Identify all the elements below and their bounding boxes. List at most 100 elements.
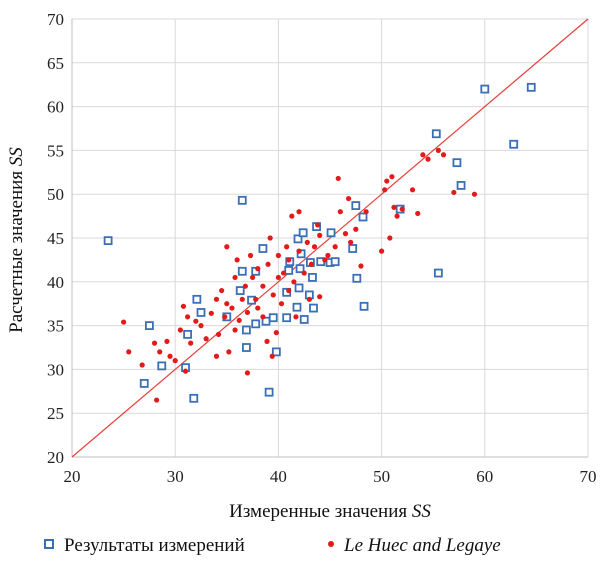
data-point-measured [299, 315, 309, 324]
data-point-measured [242, 325, 251, 335]
data-point-le-huec [139, 362, 145, 368]
data-point-le-huec [425, 156, 431, 162]
data-point-measured [298, 228, 308, 238]
data-point-le-huec [229, 305, 235, 311]
data-point-measured [526, 82, 536, 92]
data-point-le-huec [296, 209, 302, 215]
data-point-le-huec [239, 296, 245, 302]
reference-line-group [71, 18, 589, 458]
data-point-le-huec [244, 309, 251, 316]
data-point-le-huec [242, 283, 248, 289]
data-point-le-huec [337, 209, 343, 215]
data-point-le-huec [234, 257, 240, 263]
data-point-le-huec [325, 252, 331, 259]
data-point-le-huec [345, 195, 352, 202]
data-point-le-huec [389, 174, 395, 180]
data-point-le-huec [296, 248, 302, 254]
data-point-measured [294, 283, 304, 293]
data-point-le-huec [208, 310, 214, 316]
data-point-le-huec [399, 206, 405, 212]
data-point-measured [144, 321, 154, 331]
data-point-le-huec [451, 189, 457, 196]
reference-line [71, 18, 589, 458]
y-tick-label: 30 [47, 360, 64, 379]
data-point-measured [293, 234, 303, 244]
data-point-le-huec [184, 314, 191, 320]
legend-marker-le-huec [328, 541, 334, 547]
x-tick-label: 70 [580, 467, 597, 486]
data-point-le-huec [260, 283, 266, 289]
data-point-le-huec [291, 279, 297, 285]
data-point-measured [196, 308, 206, 317]
data-point-le-huec [154, 397, 160, 403]
data-point-measured [268, 313, 278, 323]
data-point-le-huec [164, 338, 170, 344]
y-tick-label: 60 [47, 98, 64, 117]
data-point-measured [456, 181, 466, 190]
data-point-le-huec [265, 261, 271, 267]
data-point-le-huec [286, 257, 292, 263]
data-point-le-huec [280, 270, 287, 276]
data-point-measured [189, 393, 199, 403]
data-point-le-huec [270, 292, 276, 298]
data-point-le-huec [269, 353, 275, 359]
legend: Результаты измерений Le Huec and Legaye [44, 535, 501, 556]
data-point-le-huec [198, 323, 204, 329]
data-point-le-huec [471, 191, 478, 197]
data-point-measured [509, 139, 519, 149]
data-point-measured [348, 244, 358, 253]
data-point-le-huec [255, 305, 261, 311]
data-point-le-huec [391, 204, 397, 210]
data-point-le-huec [317, 294, 323, 300]
data-point-le-huec [435, 147, 441, 153]
data-point-le-huec [188, 340, 194, 346]
y-axis-label: Расчетные значения SS [6, 147, 27, 333]
data-point-le-huec [409, 187, 416, 193]
data-point-le-huec [332, 244, 338, 250]
data-point-le-huec [232, 327, 238, 333]
data-point-le-huec [236, 317, 242, 323]
data-point-le-huec [222, 314, 228, 320]
data-point-measured [351, 201, 361, 210]
x-tick-label: 50 [373, 467, 390, 486]
data-point-measured [237, 266, 247, 276]
data-point-le-huec [264, 338, 270, 344]
data-point-measured [237, 195, 247, 205]
data-point-measured [242, 343, 251, 352]
data-point-measured [433, 268, 443, 278]
data-point-le-huec [213, 353, 220, 359]
legend-marker-measured [44, 539, 54, 549]
data-point-le-huec [335, 175, 341, 182]
data-point-le-huec [121, 319, 127, 325]
data-point-measured [452, 158, 462, 168]
data-point-le-huec [232, 274, 238, 281]
y-tick-label: 45 [47, 229, 64, 248]
data-point-measured [264, 387, 274, 397]
x-tick-label: 30 [167, 467, 184, 486]
y-tick-label: 25 [47, 404, 64, 423]
data-point-le-huec [384, 178, 390, 184]
x-axis-label: Измеренные значения SS [229, 501, 431, 522]
x-tick-label: 60 [476, 467, 493, 486]
data-point-measured [330, 257, 340, 267]
data-point-le-huec [387, 235, 393, 241]
data-point-le-huec [226, 349, 232, 355]
data-point-le-huec [244, 370, 251, 376]
data-point-le-huec [267, 235, 273, 241]
data-point-le-huec [219, 287, 225, 294]
data-point-measured [326, 228, 336, 238]
data-point-measured [157, 361, 167, 371]
y-tick-label: 20 [47, 448, 64, 467]
data-point-le-huec [177, 327, 183, 333]
y-tick-label: 55 [47, 141, 64, 160]
y-tick-label: 65 [47, 54, 64, 73]
data-point-le-huec [358, 263, 364, 269]
data-point-measured [292, 302, 302, 312]
data-point-le-huec [180, 303, 187, 309]
data-point-le-huec [215, 331, 222, 337]
tick-labels: 20 25 30 35 40 45 50 55 60 65 70 20 30 40 50 60 70 [47, 10, 597, 486]
data-point-le-huec [260, 314, 266, 320]
data-point-le-huec [308, 261, 315, 267]
data-point-le-huec [172, 358, 178, 364]
